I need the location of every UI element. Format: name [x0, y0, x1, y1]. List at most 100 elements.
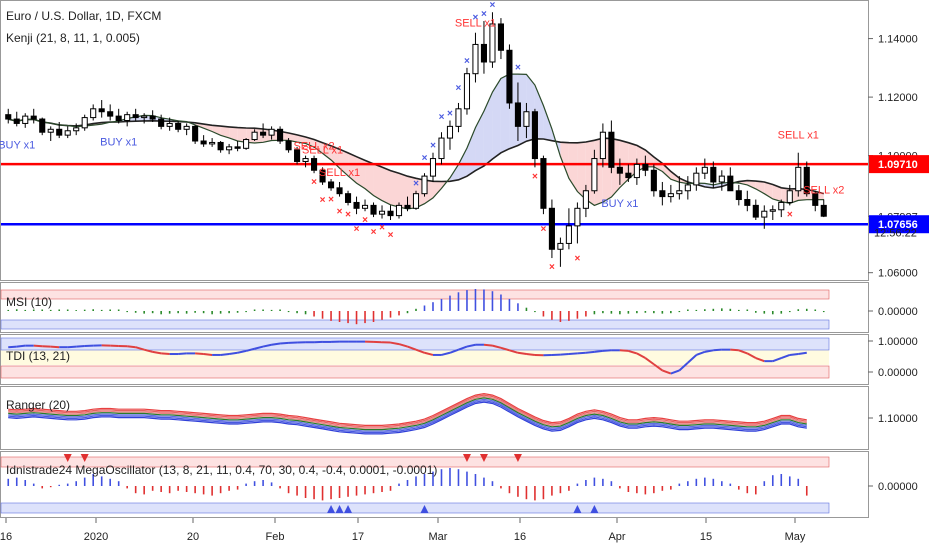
candle-body	[667, 193, 674, 198]
time-axis[interactable]: 16 2020 20 Feb 17 Mar 16 Apr 15 May	[0, 518, 806, 543]
mega-down-triangle	[479, 454, 488, 462]
tdi-line-segment	[458, 345, 468, 351]
candle-body	[268, 128, 275, 136]
osc-tick-label: 0.00000	[878, 481, 918, 493]
sell-marker: ×	[574, 253, 580, 264]
candle-body	[676, 190, 683, 195]
tdi-line-segment	[245, 347, 255, 352]
ma-cloud-segment	[288, 132, 298, 143]
candle-body	[353, 201, 360, 209]
support-price-box	[869, 215, 929, 234]
candle-body	[599, 131, 606, 160]
signal-label: SELL x1	[319, 167, 360, 179]
tdi-line-segment	[50, 345, 60, 349]
candle-body	[820, 204, 827, 217]
candle-body	[30, 115, 37, 120]
signal-label: SELL x1	[455, 18, 496, 30]
tdi-line-segment	[483, 343, 493, 347]
tdi-line-segment	[730, 348, 739, 352]
buy-marker: ×	[430, 141, 436, 152]
ma-cloud-segment	[229, 126, 238, 141]
mega-up-triangle	[335, 505, 344, 513]
sell-marker: ×	[320, 195, 326, 206]
tdi-line-segment	[500, 346, 510, 352]
tdi-panel	[8, 340, 807, 375]
candle-body	[370, 204, 377, 215]
sell-marker: ×	[328, 195, 334, 206]
buy-marker: ×	[515, 62, 521, 73]
tdi-upper-band	[0, 337, 830, 351]
candle-body	[395, 204, 403, 217]
candle-body	[319, 169, 326, 183]
candle-body	[243, 139, 250, 149]
candle-body	[166, 122, 173, 127]
candle-body	[311, 158, 318, 171]
ranger-upper-1	[8, 395, 807, 429]
ma-cloud-segment	[475, 111, 484, 171]
candle-body	[565, 225, 572, 244]
tdi-line-segment	[415, 348, 425, 354]
ma-cloud-segment	[560, 142, 569, 179]
tdi-line-segment	[203, 353, 213, 356]
mega-down-triangle	[63, 454, 72, 462]
tdi-line-segment	[653, 363, 663, 372]
signal-label: SELL x2	[293, 141, 334, 153]
signal-label: SELL x1	[778, 130, 819, 142]
tdi-line-segment	[67, 345, 77, 349]
candle-body	[149, 115, 156, 120]
tdi-line-segment	[746, 352, 757, 359]
indicator-title: Kenji (21, 8, 11, 1, 0.005)	[6, 31, 140, 45]
candle-body	[429, 158, 437, 177]
buy-marker: ×	[490, 0, 496, 11]
candle-body	[710, 166, 717, 183]
candle-body	[90, 108, 97, 119]
candle-body	[752, 204, 759, 218]
ma-cloud-segment	[322, 142, 332, 161]
sell-marker: ×	[787, 209, 793, 220]
ranger-lower-1	[8, 398, 807, 432]
mega-title: Idnistrade24 MegaOscillator (13, 8, 21, …	[6, 463, 437, 477]
tdi-line-segment	[152, 350, 162, 355]
candle-body	[124, 114, 131, 122]
candle-body	[514, 102, 521, 127]
price-axis[interactable]: 1.140001.120001.100001.079271.060001.097…	[868, 34, 929, 493]
mega-down-triangle	[80, 454, 89, 462]
sell-marker: ×	[541, 224, 547, 235]
ma-cloud-segment	[772, 184, 782, 202]
ma-cloud-segment	[203, 124, 213, 132]
tdi-line-segment	[695, 350, 706, 356]
candle-body	[557, 242, 564, 250]
time-tick-label: May	[785, 531, 806, 543]
tdi-line-segment	[254, 345, 264, 350]
candle-body	[608, 131, 615, 168]
tdi-line-segment	[577, 351, 586, 355]
candle-body	[22, 115, 29, 124]
mega-lower-band	[0, 502, 830, 514]
resistance-price-label: 1.09710	[878, 159, 918, 171]
signal-label: BUY x1	[0, 139, 35, 151]
candle-body	[761, 210, 768, 218]
mega-up-triangle	[327, 505, 336, 513]
tdi-line-segment	[76, 344, 85, 348]
mega-up-triangle	[590, 505, 599, 513]
candle-body	[285, 140, 292, 151]
panel-frames	[0, 0, 869, 518]
tdi-line-segment	[441, 351, 451, 356]
candle-body	[294, 149, 301, 162]
candle-body	[132, 114, 139, 119]
signal-label: BUY x1	[601, 198, 638, 210]
sell-marker: ×	[354, 224, 360, 235]
tdi-title: TDI (13, 21)	[6, 349, 70, 363]
time-tick-label: 16	[514, 531, 526, 543]
buy-marker: ×	[481, 9, 487, 20]
candle-body	[684, 184, 691, 192]
sell-marker: ×	[345, 209, 351, 220]
candle-body	[115, 115, 122, 122]
tdi-line-segment	[644, 357, 655, 366]
candle-body	[497, 23, 504, 51]
ma-cloud-segment	[237, 127, 247, 143]
resistance-price-box	[869, 155, 929, 174]
candle-body	[56, 128, 63, 136]
